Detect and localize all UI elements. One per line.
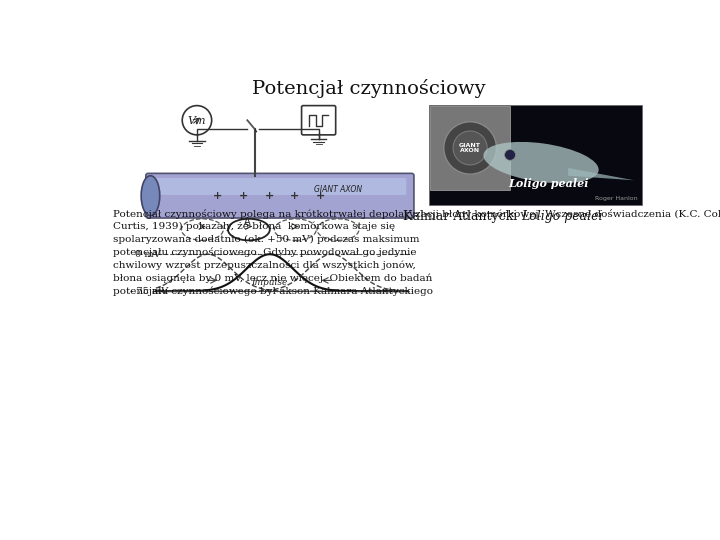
Circle shape [444, 122, 497, 174]
Text: +: + [315, 192, 325, 201]
Text: +: + [264, 192, 274, 201]
Circle shape [453, 131, 487, 165]
Ellipse shape [141, 176, 160, 215]
Text: 0 mV: 0 mV [135, 249, 161, 259]
Text: Loligo pealei: Loligo pealei [521, 210, 603, 223]
Text: Impulse: Impulse [251, 278, 288, 287]
Text: - 75 mV: - 75 mV [130, 287, 168, 296]
Text: Potencjał czynnościowy polega na krótkotrwałej depolaryzacji błony komórkowej. W: Potencjał czynnościowy polega na krótkot… [113, 209, 720, 296]
Ellipse shape [483, 142, 598, 183]
Text: +: + [239, 192, 248, 201]
Text: Kalmar Atlantycki: Kalmar Atlantycki [403, 210, 521, 223]
Text: A: A [244, 217, 251, 227]
Bar [428, 105, 642, 205]
Text: Vm: Vm [188, 116, 206, 126]
Circle shape [505, 150, 516, 160]
Text: Loligo pealei: Loligo pealei [508, 178, 589, 189]
Text: +: + [213, 192, 222, 201]
Text: +: + [290, 192, 300, 201]
Circle shape [182, 106, 212, 135]
Text: Potencjał czynnościowy: Potencjał czynnościowy [252, 79, 486, 98]
Bar [431, 106, 510, 190]
FancyBboxPatch shape [153, 178, 406, 195]
Text: Roger Hanlon: Roger Hanlon [595, 196, 638, 201]
FancyBboxPatch shape [302, 106, 336, 135]
Text: GIANT
AXON: GIANT AXON [459, 143, 481, 153]
Polygon shape [568, 168, 634, 180]
FancyBboxPatch shape [145, 173, 414, 218]
Text: GIANT AXON: GIANT AXON [314, 185, 362, 194]
